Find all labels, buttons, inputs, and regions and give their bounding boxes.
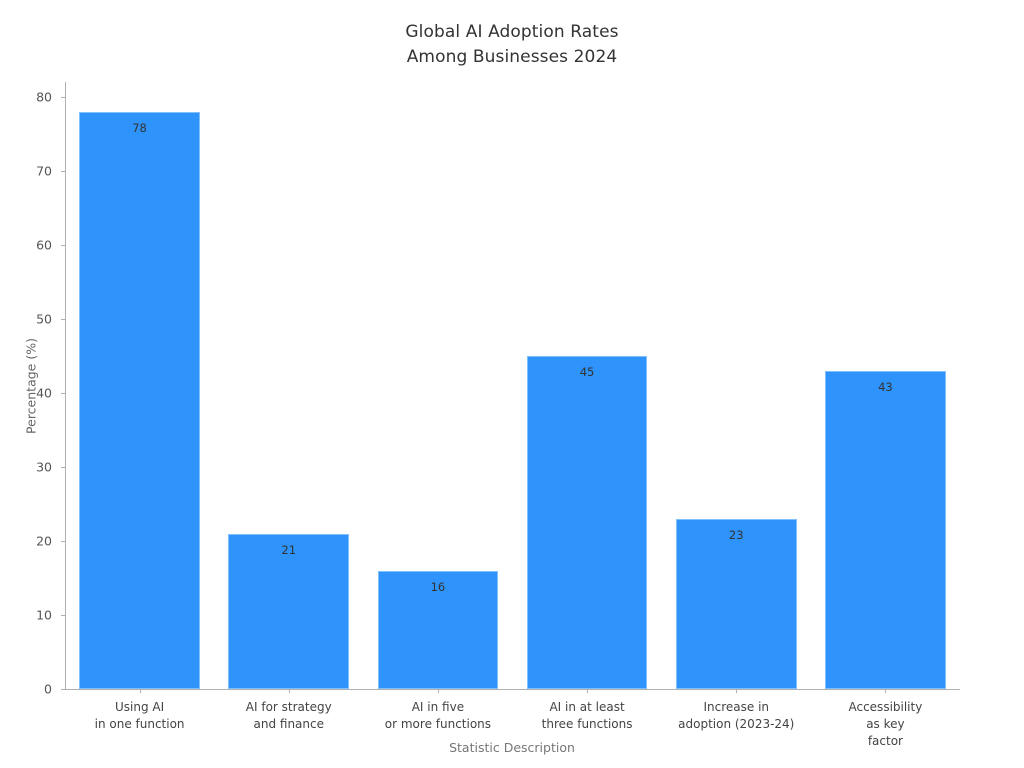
x-tick-label: AI in five or more functions bbox=[384, 700, 492, 731]
y-axis-spine bbox=[65, 82, 66, 690]
x-tick-mark bbox=[885, 689, 887, 693]
y-tick-label: 70 bbox=[36, 163, 52, 179]
bar[interactable]: 23 bbox=[675, 518, 797, 689]
y-tick-label: 10 bbox=[36, 607, 52, 623]
y-tick-label: 80 bbox=[36, 89, 52, 105]
bar-value-label: 43 bbox=[878, 379, 893, 394]
y-tick-mark bbox=[61, 540, 65, 542]
bar-value-label: 23 bbox=[728, 527, 744, 542]
chart-title: Global AI Adoption Rates Among Businesse… bbox=[405, 22, 619, 67]
bar[interactable]: 21 bbox=[228, 533, 350, 689]
bar[interactable]: 45 bbox=[526, 355, 648, 689]
y-tick-label: 50 bbox=[36, 311, 52, 327]
y-tick-label: 0 bbox=[44, 681, 52, 697]
y-tick-mark bbox=[61, 96, 65, 98]
y-tick-mark bbox=[61, 392, 65, 394]
y-tick-label: 40 bbox=[36, 385, 52, 401]
bar[interactable]: 78 bbox=[79, 111, 200, 689]
bar-value-label: 45 bbox=[579, 364, 595, 379]
x-tick-label: Accessibility as key factor bbox=[848, 700, 923, 748]
y-tick-mark bbox=[61, 170, 65, 172]
x-tick-label: Increase in adoption (2023-24) bbox=[678, 700, 795, 731]
x-tick-mark bbox=[139, 689, 141, 693]
y-tick-mark bbox=[61, 244, 65, 246]
bar[interactable]: 43 bbox=[825, 370, 946, 689]
x-tick-mark bbox=[736, 689, 738, 693]
x-tick-mark bbox=[437, 689, 439, 693]
x-axis-spine bbox=[65, 689, 960, 690]
x-axis-label: Statistic Description bbox=[449, 740, 575, 755]
x-tick-label: Using AI in one function bbox=[94, 700, 185, 731]
bar-value-label: 78 bbox=[132, 120, 147, 135]
y-tick-mark bbox=[61, 466, 65, 468]
bar-value-label: 16 bbox=[430, 579, 446, 594]
bar-value-label: 21 bbox=[281, 542, 297, 557]
y-tick-label: 30 bbox=[36, 459, 52, 475]
x-tick-mark bbox=[288, 689, 290, 693]
plot-area: Percentage (%) 0 10 20 30 40 50 60 70 80 78 21 16 4… bbox=[24, 82, 960, 748]
x-tick-mark bbox=[587, 689, 589, 693]
y-tick-mark bbox=[61, 318, 65, 320]
x-tick-label: AI in at least three functions bbox=[541, 700, 633, 731]
bar[interactable]: 16 bbox=[377, 570, 499, 689]
y-tick-mark bbox=[61, 689, 65, 690]
x-tick-label: AI for strategy and finance bbox=[245, 700, 332, 731]
y-tick-label: 20 bbox=[36, 533, 52, 549]
y-tick-label: 60 bbox=[36, 237, 52, 253]
y-tick-mark bbox=[61, 614, 65, 616]
